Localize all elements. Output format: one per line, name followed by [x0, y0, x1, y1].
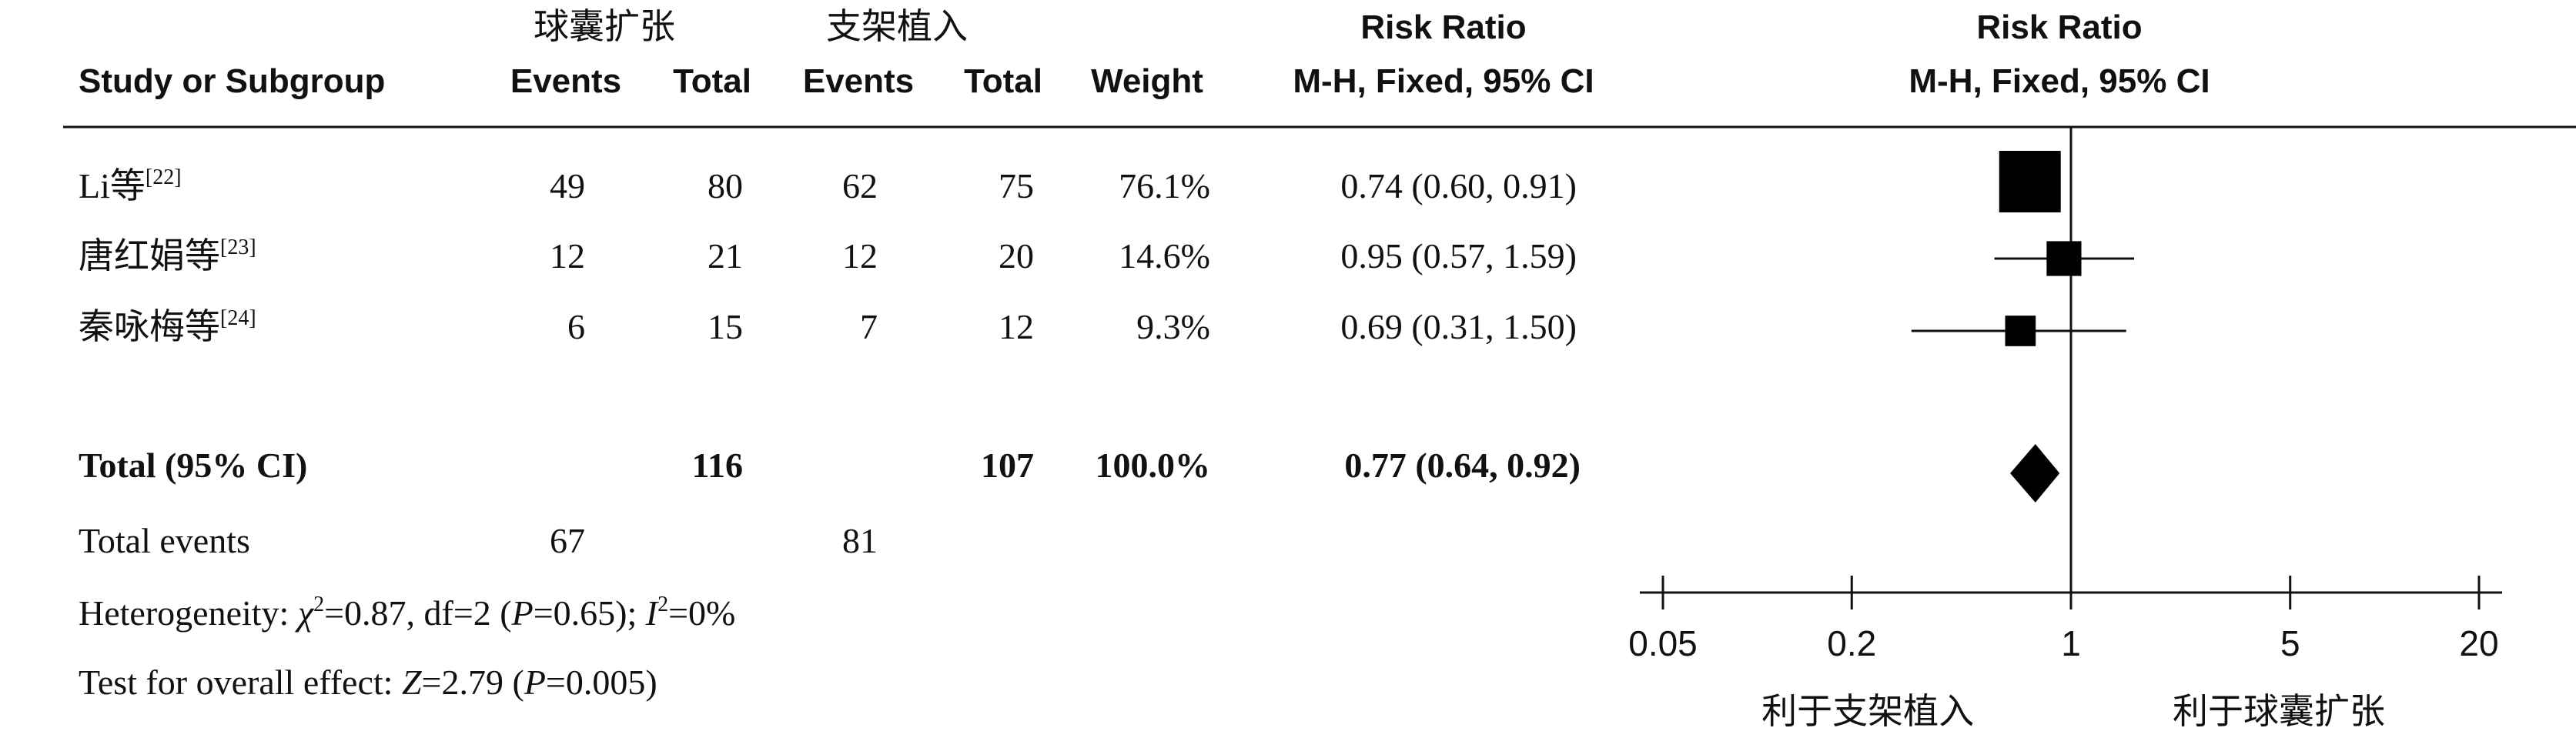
plot-header-title: Risk Ratio	[1976, 8, 2142, 46]
events1-cell: 12	[550, 236, 585, 275]
weight-cell: 76.1%	[1119, 166, 1210, 205]
favours-right-label: 利于球囊扩张	[2173, 690, 2385, 732]
x-tick-label: 5	[2280, 623, 2300, 663]
total-label: Total (95% CI)	[79, 446, 307, 485]
x-tick-label: 1	[2061, 623, 2081, 663]
total2-cell: 75	[999, 166, 1034, 205]
pooled-diamond	[2010, 444, 2060, 503]
total1-col-header: Total	[673, 62, 751, 100]
study-col-header: Study or Subgroup	[79, 62, 385, 100]
events1-col-header: Events	[510, 62, 621, 100]
events2-cell: 12	[842, 236, 878, 275]
events1-cell: 49	[550, 166, 585, 205]
favours-left-label: 利于支架植入	[1761, 690, 1974, 732]
study-row: Li等[22] 49 80 62 75 76.1% 0.74 (0.60, 0.…	[79, 165, 1577, 205]
total2-cell: 107	[981, 446, 1034, 485]
total2-col-header: Total	[964, 62, 1042, 100]
x-tick-label: 20	[2459, 623, 2498, 663]
total-events-row: Total events 67 81	[79, 521, 878, 560]
events2-col-header: Events	[803, 62, 914, 100]
ci-cell: 0.69 (0.31, 1.50)	[1340, 307, 1577, 346]
heterogeneity-text: Heterogeneity: χ2=0.87, df=2 (P=0.65); I…	[79, 593, 735, 633]
weight-cell: 9.3%	[1136, 307, 1210, 346]
study-point-square	[2005, 316, 2036, 346]
study-name: 唐红娟等[23]	[79, 235, 256, 275]
total1-cell: 116	[692, 446, 743, 485]
ci-cell: 0.74 (0.60, 0.91)	[1340, 166, 1577, 205]
plot-method-header: M-H, Fixed, 95% CI	[1909, 62, 2210, 100]
total1-cell: 80	[708, 166, 743, 205]
total1-cell: 21	[708, 236, 743, 275]
weight-col-header: Weight	[1091, 62, 1203, 100]
study-point-square	[1999, 151, 2061, 212]
total-events-label: Total events	[79, 521, 250, 560]
total-events1-cell: 67	[550, 521, 585, 560]
total-ci-cell: 0.77 (0.64, 0.92)	[1344, 446, 1581, 485]
study-name: Li等[22]	[79, 165, 182, 205]
total2-cell: 20	[999, 236, 1034, 275]
x-tick-label: 0.05	[1628, 623, 1698, 663]
group1-heading: 球囊扩张	[534, 5, 675, 47]
total2-cell: 12	[999, 307, 1034, 346]
events2-cell: 62	[842, 166, 878, 205]
rr-method-header: M-H, Fixed, 95% CI	[1293, 62, 1594, 100]
events2-cell: 7	[860, 307, 878, 346]
group2-heading: 支架植入	[826, 5, 968, 47]
study-point-square	[2046, 241, 2082, 276]
overall-effect-text: Test for overall effect: Z=2.79 (P=0.005…	[79, 663, 657, 702]
forest-plot-area: 0.05 0.2 1 5 20 利于支架植入 利于球囊扩张	[1628, 127, 2502, 732]
ci-cell: 0.95 (0.57, 1.59)	[1340, 236, 1577, 275]
rr-header-title: Risk Ratio	[1360, 8, 1526, 46]
events1-cell: 6	[567, 307, 585, 346]
study-row: 秦咏梅等[24] 6 15 7 12 9.3% 0.69 (0.31, 1.50…	[79, 306, 1577, 346]
total-events2-cell: 81	[842, 521, 878, 560]
x-tick-label: 0.2	[1827, 623, 1876, 663]
study-row: 唐红娟等[23] 12 21 12 20 14.6% 0.95 (0.57, 1…	[79, 235, 1577, 275]
total-weight-cell: 100.0%	[1096, 446, 1211, 485]
total-row: Total (95% CI) 116 107 100.0% 0.77 (0.64…	[79, 446, 1581, 485]
weight-cell: 14.6%	[1119, 236, 1210, 275]
study-name: 秦咏梅等[24]	[79, 306, 256, 346]
total1-cell: 15	[708, 307, 743, 346]
